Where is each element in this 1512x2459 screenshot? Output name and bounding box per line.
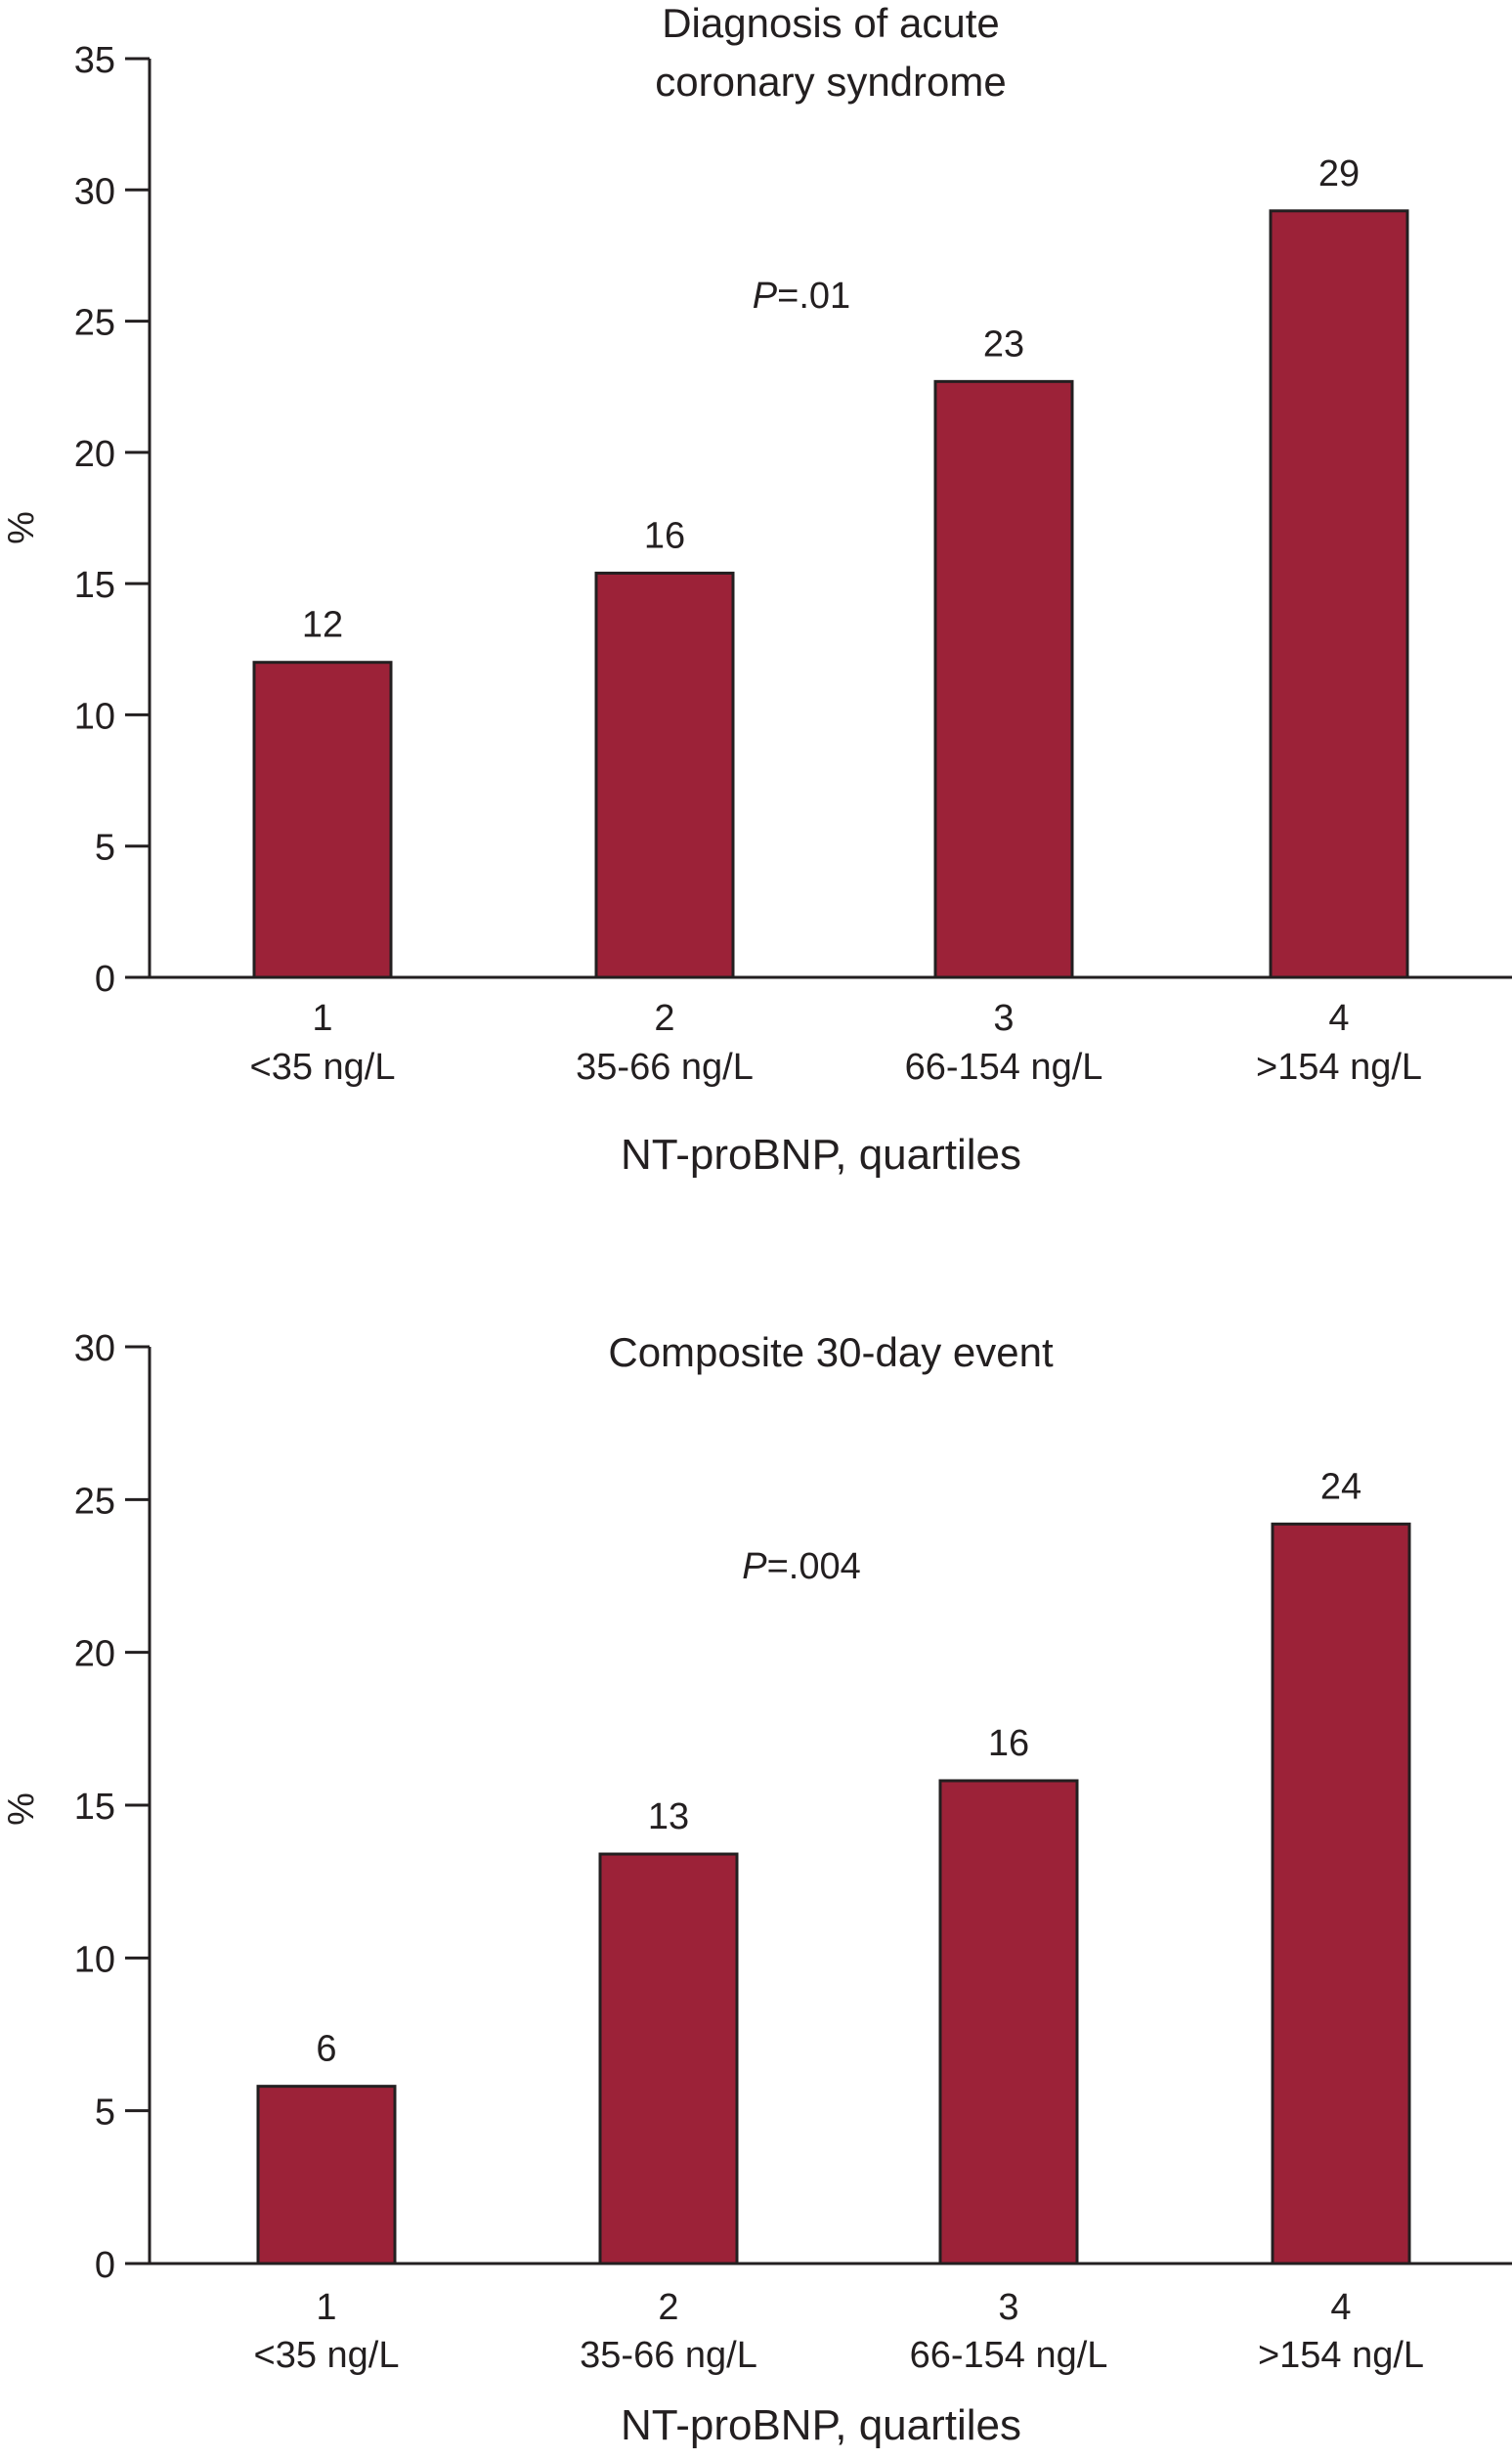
x-tick-label: 3	[993, 998, 1014, 1039]
x-tick-sublabel: <35 ng/L	[254, 2335, 400, 2376]
data-label: 6	[316, 2029, 336, 2070]
bar-2	[594, 571, 735, 979]
y-tick-label: 0	[95, 2245, 115, 2286]
y-tick-label: 25	[74, 1481, 115, 1522]
data-label: 16	[988, 1723, 1029, 1764]
x-tick-sublabel: >154 ng/L	[1258, 2335, 1424, 2376]
y-tick-label: 20	[74, 434, 115, 475]
y-tick-label: 20	[74, 1634, 115, 1675]
bar-4	[1271, 1522, 1411, 2265]
p-value-annotation: P=.01	[753, 276, 850, 317]
x-tick-sublabel: >154 ng/L	[1256, 1047, 1422, 1088]
y-tick-label: 0	[95, 959, 115, 1000]
data-label: 13	[648, 1796, 689, 1837]
y-tick-label: 5	[95, 2092, 115, 2134]
bar-3	[938, 1779, 1079, 2265]
bar-1	[256, 2085, 397, 2265]
chart-title: Composite 30-day event	[608, 1329, 1054, 1375]
data-label: 12	[302, 605, 343, 646]
x-tick-label: 2	[654, 998, 674, 1039]
y-tick-label: 35	[74, 40, 115, 81]
chart-panel-2: Composite 30-day event 0 5 10 15 20 25 30% 6 1 <35…	[1, 1328, 1512, 2449]
y-tick-label: 15	[74, 1787, 115, 1828]
y-tick-label: 25	[74, 303, 115, 344]
x-tick-label: 3	[998, 2287, 1018, 2328]
p-value-number: =.01	[777, 276, 850, 317]
y-tick-label: 10	[74, 1939, 115, 1980]
data-label: 16	[644, 515, 685, 556]
p-value-number: =.004	[767, 1546, 861, 1587]
x-axis-label: NT-proBNP, quartiles	[621, 2401, 1021, 2449]
x-tick-label: 4	[1330, 2287, 1351, 2328]
x-tick-label: 1	[312, 998, 332, 1039]
y-axis-label: %	[1, 511, 42, 544]
x-tick-label: 4	[1328, 998, 1349, 1039]
p-value-annotation: P=.004	[742, 1546, 861, 1587]
data-label: 29	[1318, 153, 1360, 194]
bar-1	[252, 661, 393, 979]
x-tick-sublabel: 35-66 ng/L	[576, 1047, 754, 1088]
x-tick-sublabel: 66-154 ng/L	[910, 2335, 1108, 2376]
x-tick-label: 2	[658, 2287, 678, 2328]
bar-4	[1269, 209, 1409, 979]
y-tick-label: 10	[74, 696, 115, 737]
bar-3	[933, 379, 1074, 979]
data-label: 24	[1320, 1466, 1361, 1507]
chart-title: Diagnosis of acute	[662, 0, 1000, 46]
x-tick-sublabel: 66-154 ng/L	[905, 1047, 1103, 1088]
x-axis-label: NT-proBNP, quartiles	[621, 1131, 1021, 1179]
y-axis-label: %	[1, 1792, 42, 1826]
x-tick-sublabel: 35-66 ng/L	[580, 2335, 757, 2376]
chart-panel-1: Diagnosis of acute coronary syndrome 0 5 10 1…	[1, 0, 1512, 1179]
bar-2	[598, 1852, 739, 2265]
chart-title: coronary syndrome	[655, 59, 1006, 105]
x-tick-label: 1	[316, 2287, 336, 2328]
x-tick-sublabel: <35 ng/L	[250, 1047, 396, 1088]
y-tick-label: 30	[74, 1328, 115, 1369]
y-tick-label: 5	[95, 828, 115, 869]
p-value-symbol: P	[742, 1546, 767, 1587]
y-tick-label: 30	[74, 171, 115, 212]
p-value-symbol: P	[753, 276, 778, 317]
data-label: 23	[983, 324, 1024, 365]
y-tick-label: 15	[74, 565, 115, 606]
